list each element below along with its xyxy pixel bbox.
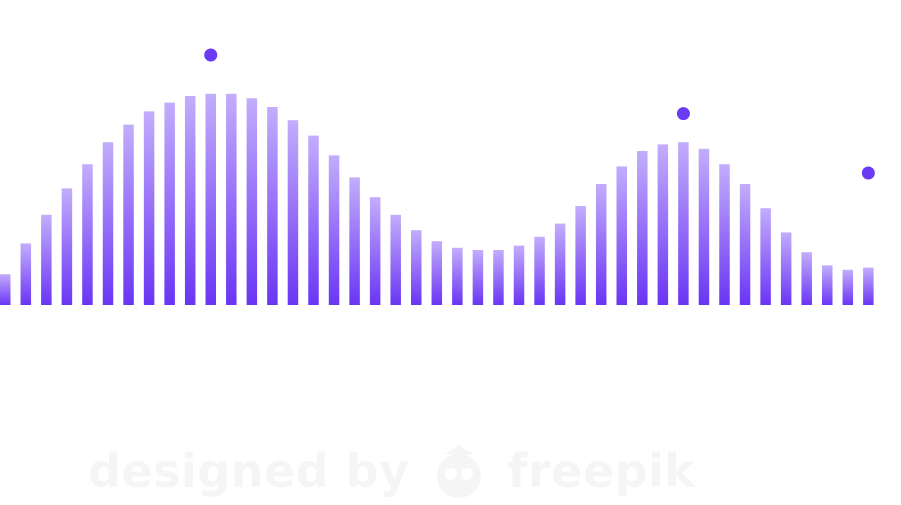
bar bbox=[657, 144, 669, 305]
wave-bar-chart bbox=[0, 48, 875, 306]
bar bbox=[246, 98, 258, 305]
bar bbox=[308, 135, 319, 305]
bar bbox=[184, 96, 196, 305]
watermark: designed by freepik bbox=[88, 438, 695, 504]
bar bbox=[164, 102, 175, 305]
bar bbox=[205, 93, 216, 305]
bar bbox=[143, 111, 155, 306]
bar bbox=[616, 166, 627, 305]
bar bbox=[513, 245, 525, 305]
bar bbox=[595, 184, 607, 305]
bar bbox=[411, 230, 422, 305]
marker-dot bbox=[676, 107, 690, 121]
bar bbox=[739, 184, 751, 305]
freepik-logo-icon bbox=[428, 440, 490, 502]
marker-group bbox=[204, 48, 875, 180]
bar bbox=[493, 250, 504, 305]
bar bbox=[20, 243, 32, 305]
bar bbox=[452, 247, 463, 305]
bar bbox=[472, 250, 484, 305]
bar bbox=[698, 148, 710, 305]
bar bbox=[554, 223, 566, 305]
bar bbox=[61, 188, 73, 305]
bar bbox=[349, 177, 360, 305]
watermark-text: designed by bbox=[88, 444, 410, 498]
bar bbox=[719, 164, 730, 305]
bar bbox=[226, 93, 237, 305]
bar bbox=[123, 124, 134, 305]
bar bbox=[780, 232, 792, 305]
bar bbox=[41, 214, 52, 305]
marker-dot bbox=[204, 48, 218, 62]
bar bbox=[575, 206, 586, 305]
bar bbox=[102, 142, 114, 305]
bar bbox=[0, 274, 11, 305]
bar bbox=[328, 155, 340, 305]
marker-dot bbox=[861, 166, 875, 180]
bar bbox=[431, 241, 443, 305]
bar bbox=[390, 214, 401, 305]
bar bbox=[369, 197, 381, 305]
bar bbox=[287, 120, 299, 305]
bar bbox=[760, 208, 771, 305]
bar bbox=[822, 265, 833, 305]
bar bbox=[637, 151, 648, 305]
bar bbox=[801, 252, 812, 305]
watermark-brand: freepik bbox=[508, 444, 696, 498]
bar bbox=[534, 236, 545, 305]
bar bbox=[678, 142, 689, 305]
bar bbox=[267, 107, 278, 305]
bar bbox=[842, 269, 854, 305]
bar bbox=[82, 164, 93, 305]
bar-group bbox=[0, 93, 874, 306]
bar bbox=[863, 267, 874, 305]
